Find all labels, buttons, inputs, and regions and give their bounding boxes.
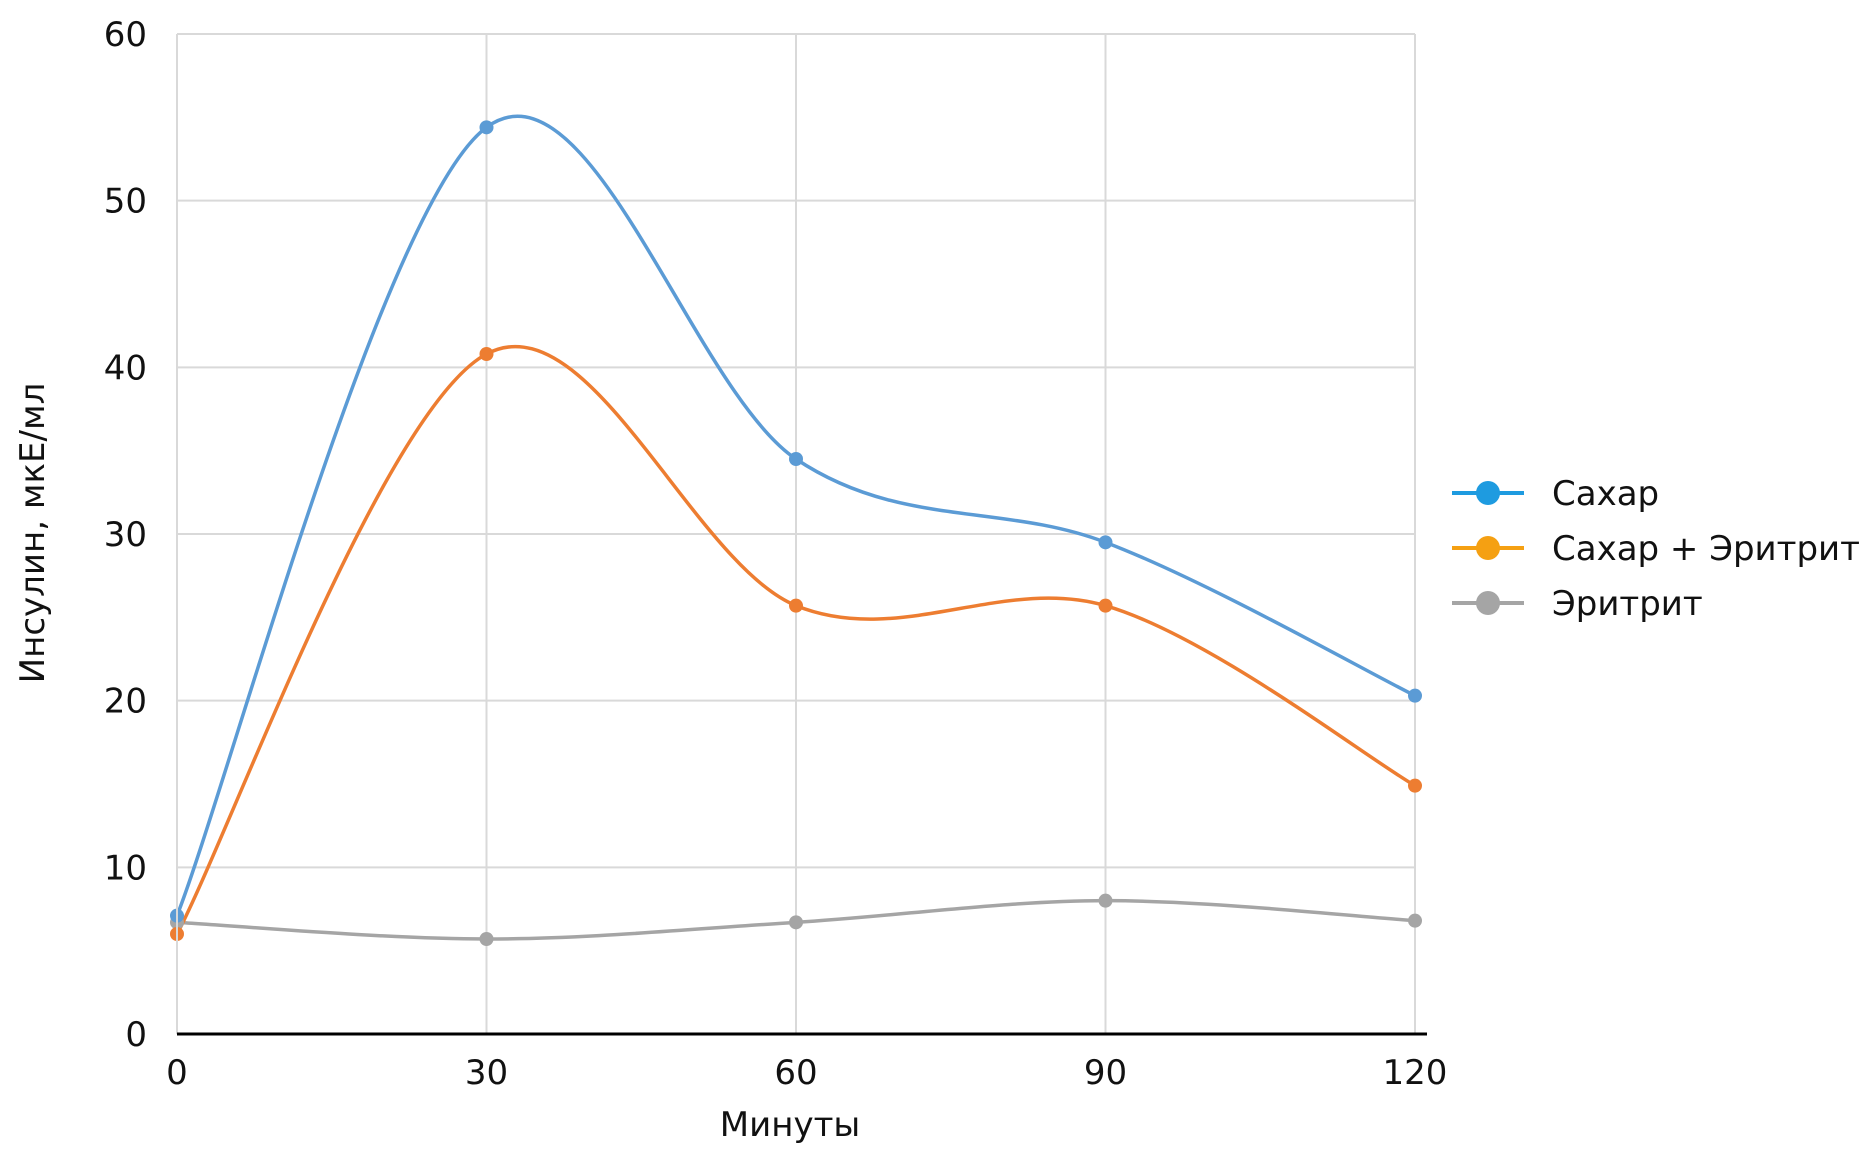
tick-labels: 0 10 20 30 40 50 60 0 30 60 90 120 <box>104 15 1448 1093</box>
legend-label: Сахар <box>1552 474 1659 514</box>
data-point <box>1098 893 1113 908</box>
x-tick-label: 30 <box>465 1053 508 1093</box>
legend-label: Эритрит <box>1552 584 1703 624</box>
data-point <box>1408 778 1422 793</box>
series-markers <box>170 120 1422 946</box>
x-tick-label: 60 <box>774 1053 817 1093</box>
data-point <box>479 120 494 135</box>
data-point <box>1098 598 1113 613</box>
x-tick-label: 120 <box>1383 1053 1448 1093</box>
data-point <box>479 932 494 946</box>
legend-marker <box>1476 536 1500 560</box>
legend-marker <box>1476 591 1500 615</box>
x-tick-label: 0 <box>166 1053 188 1093</box>
y-tick-label: 30 <box>104 515 147 555</box>
legend: Сахар Сахар + Эритрит Эритрит <box>1452 474 1860 624</box>
series-line <box>175 114 1417 918</box>
data-point <box>789 598 803 613</box>
y-tick-label: 50 <box>104 182 147 222</box>
y-tick-label: 60 <box>104 15 147 55</box>
data-point <box>1408 688 1422 703</box>
y-axis-title: Инсулин, мкЕ/мл <box>13 383 53 684</box>
data-point <box>1408 913 1422 928</box>
legend-label: Сахар + Эритрит <box>1552 529 1860 569</box>
data-point <box>479 347 494 361</box>
x-axis-title: Минуты <box>720 1105 860 1145</box>
data-point <box>789 915 803 930</box>
data-point <box>1098 535 1113 550</box>
axes <box>176 34 1427 1036</box>
data-point <box>789 452 803 466</box>
gridlines <box>177 33 1416 1034</box>
legend-marker <box>1476 481 1500 505</box>
x-tick-label: 90 <box>1084 1053 1127 1093</box>
y-tick-label: 40 <box>104 348 147 388</box>
y-tick-label: 10 <box>104 848 147 888</box>
y-tick-label: 20 <box>104 682 147 722</box>
y-tick-label: 0 <box>125 1015 147 1055</box>
series-line <box>175 344 1417 936</box>
